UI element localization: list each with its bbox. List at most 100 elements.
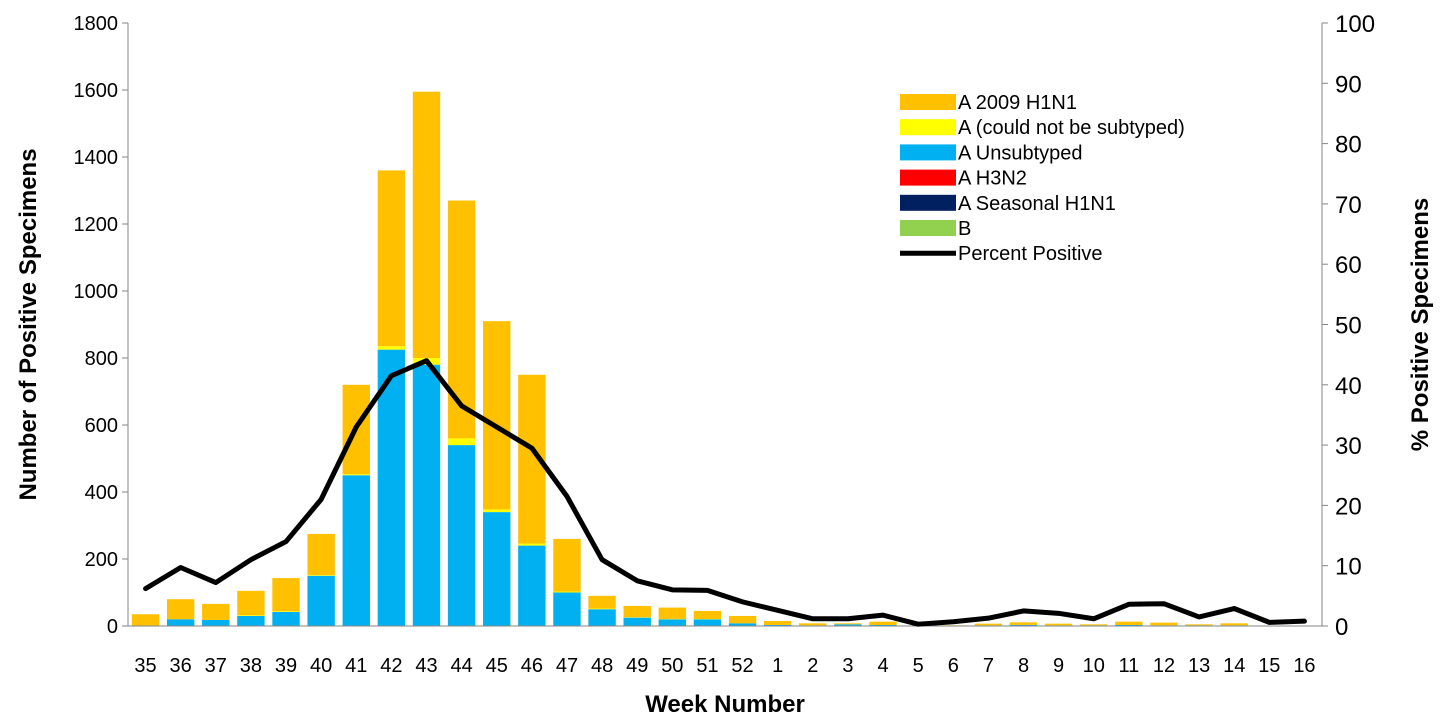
bar-segment (237, 590, 265, 616)
bar-segment (237, 615, 265, 616)
x-tick-label: 39 (275, 655, 297, 677)
bar-segment (869, 621, 897, 625)
y2-tick-label: 60 (1335, 252, 1362, 279)
x-tick-label: 46 (521, 655, 543, 677)
x-axis-title: Week Number (645, 691, 805, 718)
x-tick-label: 13 (1188, 655, 1210, 677)
bar-segment (623, 605, 651, 618)
bar-segment (763, 620, 792, 625)
y-tick-label: 1800 (74, 13, 119, 35)
bar-segment (342, 474, 370, 476)
y2-tick-label: 10 (1335, 554, 1362, 581)
y-tick-label: 200 (85, 549, 118, 571)
x-tick-label: 10 (1083, 655, 1105, 677)
y2-tick-label: 70 (1335, 192, 1362, 219)
legend-item: A Unsubtyped (900, 142, 1083, 164)
x-tick-label: 44 (450, 655, 472, 677)
bar-segment (1009, 622, 1038, 625)
bar-segment (272, 578, 300, 612)
bar-segment (307, 575, 335, 576)
legend-item: A (could not be subtyped) (900, 117, 1185, 139)
bar-segment (974, 623, 1003, 626)
legend: A 2009 H1N1 A (could not be subtyped) A Un… (900, 92, 1185, 265)
bar-segment (483, 509, 511, 513)
x-tick-label: 3 (842, 655, 853, 677)
legend-label: Percent Positive (958, 243, 1103, 265)
bar-segment (307, 575, 335, 626)
y-tick-label: 1600 (74, 80, 119, 102)
legend-item: Percent Positive (900, 243, 1103, 265)
legend-label: A H3N2 (958, 168, 1027, 190)
y2-tick-label: 40 (1335, 373, 1362, 400)
legend-swatch (900, 119, 956, 136)
bar-segment (799, 623, 827, 626)
y2-tick-label: 20 (1335, 493, 1362, 520)
bar-segment (483, 321, 511, 510)
bar-segment (447, 438, 476, 446)
x-tick-label: 43 (415, 655, 437, 677)
legend-label: A 2009 H1N1 (958, 92, 1077, 114)
legend-swatch (900, 194, 956, 211)
percent-positive-line (143, 358, 1307, 627)
y-tick-label: 0 (107, 616, 118, 638)
y2-axis-title: % Positive Specimens (1407, 198, 1434, 451)
bar-segment (623, 617, 651, 627)
bar-segment (834, 623, 862, 625)
y2-tick-label: 0 (1335, 614, 1348, 641)
bar-segment (342, 475, 370, 626)
y-tick-label: 400 (85, 482, 118, 504)
bar-segment (658, 607, 687, 619)
bar-segment (588, 595, 616, 609)
bar-segment (237, 615, 265, 626)
bar-segment (1044, 623, 1073, 626)
line-layer (143, 358, 1307, 627)
bar-segment (658, 619, 687, 626)
bar-segment (1115, 621, 1143, 625)
bar-segment (202, 603, 230, 620)
legend-label: B (958, 218, 971, 240)
y2-tick-label: 80 (1335, 132, 1362, 159)
bar-segment (728, 623, 757, 626)
y-tick-label: 800 (85, 348, 118, 370)
legend-item: A H3N2 (900, 168, 1027, 190)
bars-layer (131, 91, 1248, 627)
x-tick-label: 11 (1118, 655, 1139, 677)
x-tick-label: 12 (1153, 655, 1175, 677)
y2-tick-label: 30 (1335, 433, 1362, 460)
x-tick-label: 42 (380, 655, 402, 677)
x-tick-label: 41 (345, 655, 367, 677)
bar-segment (553, 591, 581, 593)
bar-segment (377, 170, 406, 347)
bar-segment (307, 533, 335, 576)
legend-swatch (900, 144, 956, 161)
legend-label: A (could not be subtyped) (958, 117, 1185, 139)
x-tick-label: 51 (696, 655, 718, 677)
x-tick-label: 1 (772, 655, 783, 677)
legend-label: A Unsubtyped (958, 142, 1083, 164)
bar-segment (377, 346, 406, 350)
x-tick-label: 37 (205, 655, 227, 677)
bar-segment (412, 364, 441, 626)
bar-segment (447, 445, 476, 626)
bar-segment (272, 611, 300, 612)
bar-segment (202, 619, 230, 626)
bar-segment (1185, 624, 1213, 626)
y-tick-label: 1200 (74, 214, 119, 236)
legend-swatch (900, 220, 956, 236)
bar-segment (412, 91, 441, 359)
x-tick-label: 16 (1293, 655, 1315, 677)
bar-segment (483, 512, 511, 626)
bar-segment (131, 614, 160, 626)
x-tick-label: 14 (1223, 655, 1245, 677)
y2-tick-label: 50 (1335, 313, 1362, 340)
bar-segment (377, 349, 406, 627)
bar-segment (166, 599, 195, 620)
x-tick-label: 47 (556, 655, 578, 677)
bar-segment (834, 624, 862, 626)
x-tick-label: 15 (1258, 655, 1280, 677)
x-tick-label: 9 (1053, 655, 1064, 677)
x-tick-label: 4 (877, 655, 888, 677)
x-tick-label: 2 (807, 655, 818, 677)
x-tick-label: 49 (626, 655, 648, 677)
